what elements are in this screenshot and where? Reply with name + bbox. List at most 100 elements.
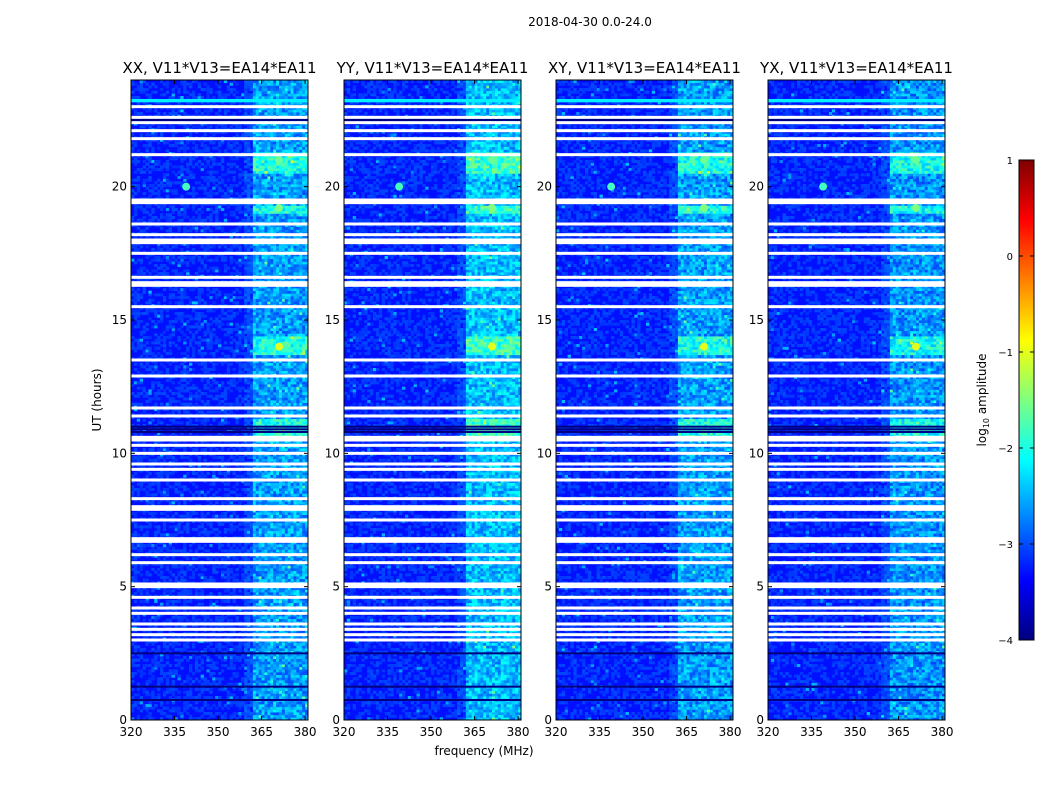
heatmap-cell	[229, 693, 233, 697]
heatmap-cell	[133, 530, 138, 534]
heatmap-cell	[133, 640, 138, 644]
heatmap-cell	[160, 546, 164, 550]
heatmap-cell	[287, 682, 291, 686]
heatmap-cell	[206, 445, 210, 449]
heatmap-cell	[249, 522, 254, 526]
heatmap-cell	[189, 717, 193, 721]
heatmap-cell	[299, 445, 303, 449]
heatmap-cell	[264, 661, 268, 665]
heatmap-cell	[252, 674, 257, 678]
heatmap-cell	[296, 400, 300, 404]
heatmap-cell	[267, 472, 271, 476]
heatmap-cell	[186, 520, 190, 524]
heatmap-cell	[287, 704, 291, 708]
heatmap-cell	[299, 424, 303, 428]
heatmap-cell	[296, 706, 300, 710]
heatmap-cell	[302, 589, 306, 593]
heatmap-cell	[212, 664, 216, 668]
heatmap-cell	[299, 690, 303, 694]
heatmap-cell	[209, 544, 213, 548]
heatmap-cell	[209, 648, 213, 652]
heatmap-cell	[296, 616, 300, 620]
heatmap-cell	[261, 501, 265, 505]
heatmap-cell	[249, 408, 254, 412]
heatmap-cell	[247, 541, 251, 545]
heatmap-cell	[302, 562, 306, 566]
heatmap-cell	[284, 458, 289, 462]
heatmap-cell	[261, 613, 265, 617]
heatmap-cell	[209, 642, 213, 646]
heatmap-cell	[287, 408, 291, 412]
heatmap-cell	[244, 424, 248, 428]
heatmap-cell	[273, 445, 277, 449]
heatmap-cell	[273, 397, 277, 401]
heatmap-cell	[232, 613, 236, 617]
heatmap-cell	[267, 533, 271, 537]
heatmap-cell	[186, 488, 190, 492]
heatmap-cell	[293, 512, 297, 516]
heatmap-cell	[281, 522, 286, 526]
heatmap-cell	[273, 389, 277, 393]
heatmap-cell	[258, 509, 262, 513]
heatmap-cell	[302, 592, 306, 596]
heatmap-cell	[270, 394, 274, 398]
heatmap-cell	[200, 448, 204, 452]
heatmap-cell	[131, 696, 135, 700]
heatmap-cell	[270, 613, 274, 617]
heatmap-cell	[168, 541, 173, 545]
heatmap-cell	[131, 557, 135, 561]
heatmap-cell	[255, 498, 260, 502]
heatmap-cell	[154, 640, 158, 644]
heatmap-cell	[273, 634, 277, 638]
heatmap-cell	[139, 565, 144, 569]
heatmap-cell	[305, 426, 309, 430]
heatmap-cell	[131, 384, 135, 388]
heatmap-cell	[252, 669, 257, 673]
heatmap-cell	[206, 472, 210, 476]
heatmap-cell	[261, 389, 265, 393]
heatmap-cell	[191, 469, 196, 473]
heatmap-cell	[154, 656, 158, 660]
heatmap-cell	[305, 634, 309, 638]
heatmap-cell	[247, 600, 251, 604]
heatmap-cell	[293, 482, 297, 486]
heatmap-cell	[160, 445, 164, 449]
heatmap-cell	[183, 709, 187, 713]
heatmap-cell	[136, 429, 141, 433]
heatmap-cell	[247, 522, 251, 526]
heatmap-cell	[157, 661, 161, 665]
heatmap-cell	[258, 485, 262, 489]
heatmap-cell	[160, 653, 164, 657]
heatmap-cell	[302, 693, 306, 697]
heatmap-cell	[302, 440, 306, 444]
heatmap-cell	[235, 418, 239, 422]
heatmap-cell	[290, 488, 294, 492]
heatmap-cell	[238, 706, 242, 710]
heatmap-cell	[206, 464, 210, 468]
heatmap-cell	[157, 418, 161, 422]
heatmap-cell	[281, 634, 286, 638]
heatmap-cell	[148, 717, 152, 721]
heatmap-cell	[177, 608, 181, 612]
heatmap-cell	[284, 410, 289, 414]
heatmap-cell	[299, 453, 303, 457]
heatmap-cell	[241, 653, 245, 657]
heatmap-cell	[290, 445, 294, 449]
heatmap-cell	[197, 602, 202, 606]
heatmap-cell	[191, 512, 196, 516]
heatmap-cell	[261, 528, 265, 532]
heatmap-cell	[136, 464, 141, 468]
heatmap-cell	[171, 565, 175, 569]
heatmap-cell	[235, 440, 239, 444]
heatmap-cell	[287, 528, 291, 532]
heatmap-cell	[293, 608, 297, 612]
heatmap-cell	[238, 650, 242, 654]
heatmap-cell	[174, 717, 178, 721]
heatmap-cell	[264, 541, 268, 545]
heatmap-cell	[276, 688, 280, 692]
heatmap-cell	[183, 389, 187, 393]
heatmap-cell	[261, 453, 265, 457]
heatmap-cell	[183, 528, 187, 532]
heatmap-cell	[296, 712, 300, 716]
heatmap-cell	[235, 408, 239, 412]
